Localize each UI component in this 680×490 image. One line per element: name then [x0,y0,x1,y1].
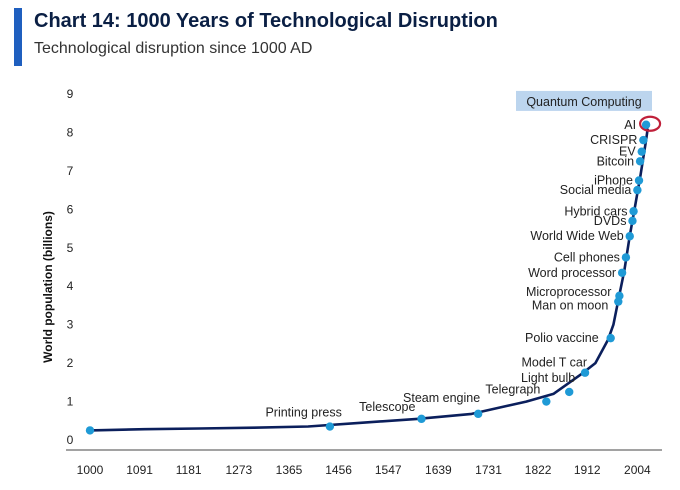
y-tick-label: 4 [67,279,74,293]
data-label: Telescope [359,400,415,414]
y-tick-label: 9 [67,87,74,101]
data-label: Model T car [521,356,587,370]
y-tick-label: 0 [67,433,74,447]
data-marker [473,409,483,419]
x-tick-label: 1639 [425,463,452,477]
data-marker [617,268,627,277]
y-tick-label: 2 [67,356,74,370]
data-marker [637,147,646,156]
data-marker [625,232,634,241]
x-tick-label: 1912 [574,463,601,477]
data-marker [635,157,645,166]
series-line [89,128,649,432]
x-tick-label: 1456 [325,463,352,477]
y-tick-label: 1 [67,395,74,409]
data-label: Word processor [528,266,616,280]
data-label: Polio vaccine [525,331,599,345]
data-marker [325,422,335,431]
chart-subtitle: Technological disruption since 1000 AD [34,40,313,57]
data-label: AI [624,118,636,132]
data-marker [565,387,574,397]
data-label: Man on moon [532,299,608,313]
y-tick-label: 8 [67,125,74,139]
data-marker [634,176,644,185]
data-label: Quantum Computing [526,95,641,109]
x-tick-label: 2004 [624,463,651,477]
y-tick-label: 6 [67,202,74,216]
x-tick-label: 1091 [126,463,153,477]
data-label: Light bulb [521,371,575,385]
data-marker [639,135,648,145]
data-marker [621,253,631,262]
data-label: Social media [560,183,632,197]
data-marker [606,333,615,343]
x-tick-label: 1365 [276,463,303,477]
data-marker [85,426,95,435]
x-tick-label: 1273 [225,463,252,477]
title-accent-bar [14,8,22,66]
data-label: Bitcoin [597,154,635,168]
data-marker [628,216,637,226]
x-tick-label: 1731 [475,463,502,477]
data-marker [580,368,590,377]
data-label: iPhone [594,174,633,188]
y-tick-label: 7 [67,164,74,178]
data-label: Cell phones [554,250,620,264]
data-label: CRISPR [590,133,637,147]
data-label: EV [619,145,636,159]
y-tick-label: 5 [67,241,74,255]
data-marker [417,414,426,424]
x-tick-label: 1822 [525,463,552,477]
ai-highlight-ring [638,115,662,132]
x-tick-label: 1000 [77,463,104,477]
data-label: Printing press [265,406,341,420]
data-marker [542,397,551,406]
x-tick-label: 1547 [375,463,402,477]
data-label: Steam engine [403,391,480,405]
highlight-box [516,90,652,111]
data-label: Telegraph [485,383,540,397]
data-marker [629,207,638,216]
x-tick-label: 1181 [176,463,202,477]
data-label: Microprocessor [526,285,611,299]
data-marker [641,120,651,129]
y-axis-label: World population (billions) [41,211,55,363]
data-label: Hybrid cars [564,204,627,218]
data-marker [633,185,642,195]
y-tick-label: 3 [67,318,74,332]
data-label: DVDs [594,214,627,228]
data-marker [615,291,624,301]
chart-title: Chart 14: 1000 Years of Technological Di… [34,10,498,32]
data-label: World Wide Web [530,229,623,243]
